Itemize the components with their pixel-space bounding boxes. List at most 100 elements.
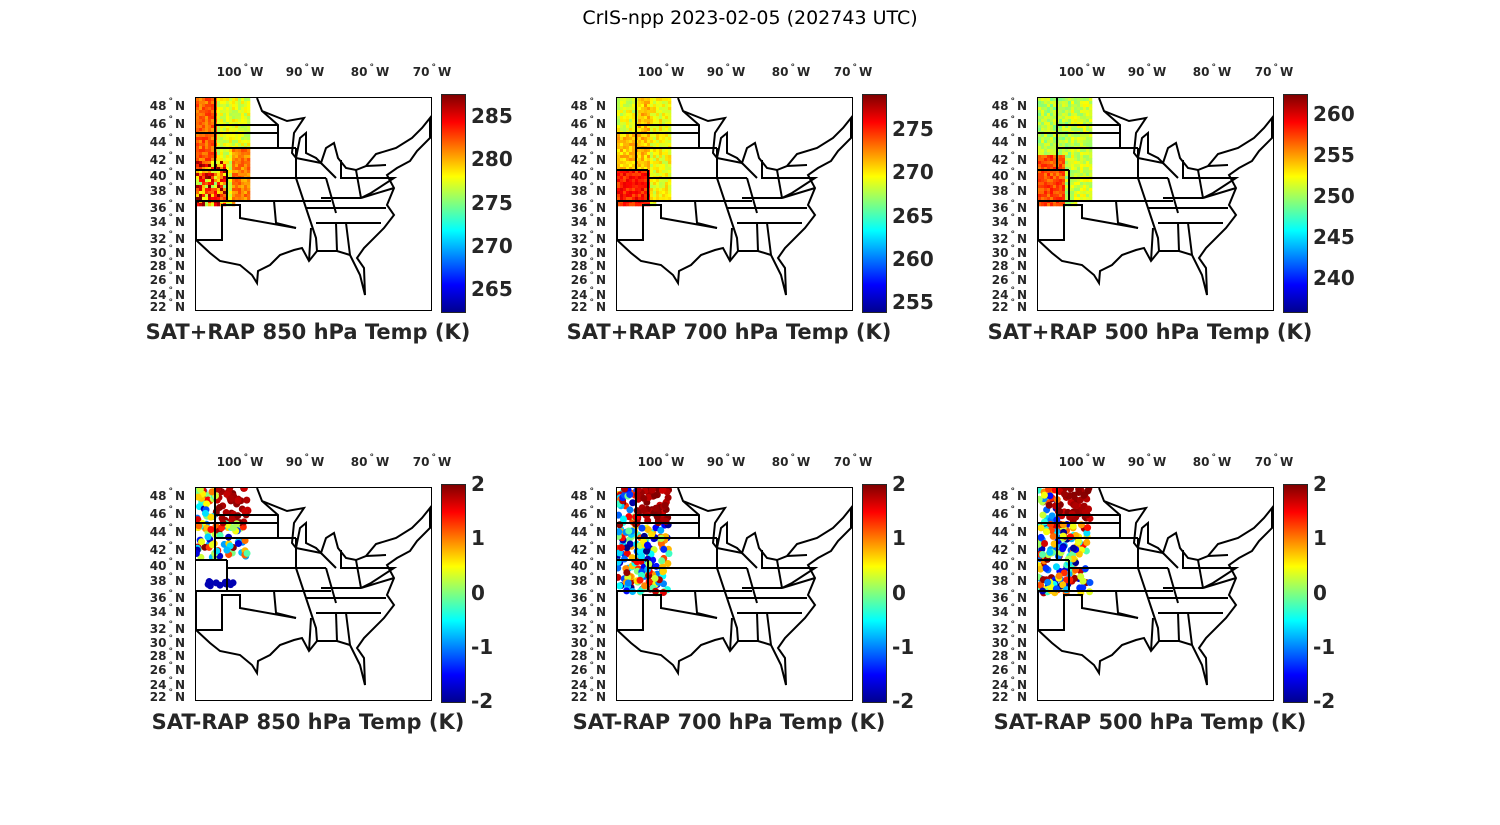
data-pixel xyxy=(647,101,651,105)
data-pixel xyxy=(1080,197,1084,201)
data-pixel xyxy=(1080,182,1084,186)
data-pixel xyxy=(199,110,203,114)
data-pixel xyxy=(220,113,224,117)
data-pixel xyxy=(659,167,663,171)
data-pixel xyxy=(223,182,227,186)
data-pixel xyxy=(196,188,200,192)
data-pixel xyxy=(226,128,230,132)
data-pixel xyxy=(1068,167,1072,171)
state-border xyxy=(360,177,398,199)
data-pixel xyxy=(650,164,654,168)
data-pixel xyxy=(229,182,233,186)
data-pixel xyxy=(1083,149,1087,153)
state-border xyxy=(729,617,733,652)
data-pixel xyxy=(1041,167,1045,171)
data-pixel xyxy=(1083,104,1087,108)
data-pixel xyxy=(1056,179,1060,183)
state-border xyxy=(1103,500,1121,538)
lat-tick-label: 32 ° N xyxy=(570,230,606,246)
data-pixel xyxy=(662,179,666,183)
data-pixel xyxy=(223,113,227,117)
data-pixel xyxy=(662,155,666,159)
data-pixel xyxy=(620,176,624,180)
data-pixel xyxy=(1044,110,1048,114)
state-border xyxy=(365,164,387,167)
data-pixel xyxy=(232,194,236,198)
data-pixel xyxy=(244,137,248,141)
data-pixel xyxy=(232,188,236,192)
data-pixel xyxy=(620,116,624,120)
data-pixel xyxy=(662,125,666,129)
data-pixel xyxy=(641,143,645,147)
data-pixel xyxy=(1062,170,1066,174)
data-pixel xyxy=(629,110,633,114)
lat-tick-label: 26 ° N xyxy=(570,661,606,677)
data-pixel xyxy=(1041,155,1045,159)
data-pixel xyxy=(617,167,621,171)
data-pixel xyxy=(208,161,212,165)
colorbar-tick-label: 1 xyxy=(892,526,906,551)
state-border xyxy=(1038,594,1139,631)
data-pixel xyxy=(1059,197,1063,201)
data-pixel xyxy=(244,155,248,159)
state-border xyxy=(756,222,759,252)
data-pixel xyxy=(223,122,227,126)
data-pixel xyxy=(1044,101,1048,105)
data-pixel xyxy=(1089,113,1093,117)
map-axes xyxy=(616,487,853,701)
data-pixel xyxy=(220,143,224,147)
data-pixel xyxy=(205,128,209,132)
data-pixel xyxy=(211,182,215,186)
data-point xyxy=(648,488,656,494)
data-pixel xyxy=(620,194,624,198)
data-pixel xyxy=(1059,140,1063,144)
data-pixel xyxy=(1038,122,1042,126)
data-pixel xyxy=(235,143,239,147)
data-pixel xyxy=(244,197,248,201)
data-pixel xyxy=(217,107,221,111)
data-pixel xyxy=(626,197,630,201)
data-pixel xyxy=(1050,161,1054,165)
data-point xyxy=(196,488,204,493)
lon-tick-label: 70 ° W xyxy=(833,63,873,79)
data-pixel xyxy=(638,194,642,198)
data-pixel xyxy=(665,143,669,147)
data-pixel xyxy=(238,122,242,126)
data-pixel xyxy=(1074,125,1078,129)
data-pixel xyxy=(1086,161,1090,165)
data-pixel xyxy=(208,140,212,144)
data-pixel xyxy=(641,98,645,102)
data-pixel xyxy=(626,143,630,147)
data-point xyxy=(234,540,242,548)
data-pixel xyxy=(244,173,248,177)
data-pixel xyxy=(202,134,206,138)
data-pixel xyxy=(1065,197,1069,201)
data-pixel xyxy=(1062,110,1066,114)
data-pixel xyxy=(220,176,224,180)
data-pixel xyxy=(1038,203,1042,207)
data-pixel xyxy=(1044,107,1048,111)
data-pixel xyxy=(247,113,251,117)
data-pixel xyxy=(617,176,621,180)
data-pixel xyxy=(656,125,660,129)
data-pixel xyxy=(644,182,648,186)
data-pixel xyxy=(235,134,239,138)
data-pixel xyxy=(632,149,636,153)
data-pixel xyxy=(244,134,248,138)
data-pixel xyxy=(662,197,666,201)
data-pixel xyxy=(644,194,648,198)
data-pixel xyxy=(632,164,636,168)
data-pixel xyxy=(1086,194,1090,198)
data-pixel xyxy=(211,119,215,123)
data-pixel xyxy=(638,134,642,138)
state-border xyxy=(1103,110,1121,148)
data-pixel xyxy=(641,107,645,111)
data-pixel xyxy=(653,155,657,159)
data-pixel xyxy=(1068,128,1072,132)
data-pixel xyxy=(232,122,236,126)
data-pixel xyxy=(229,161,233,165)
data-pixel xyxy=(665,167,669,171)
data-point xyxy=(626,506,634,514)
lon-tick-label: 90 ° W xyxy=(1127,63,1167,79)
data-pixel xyxy=(1086,191,1090,195)
